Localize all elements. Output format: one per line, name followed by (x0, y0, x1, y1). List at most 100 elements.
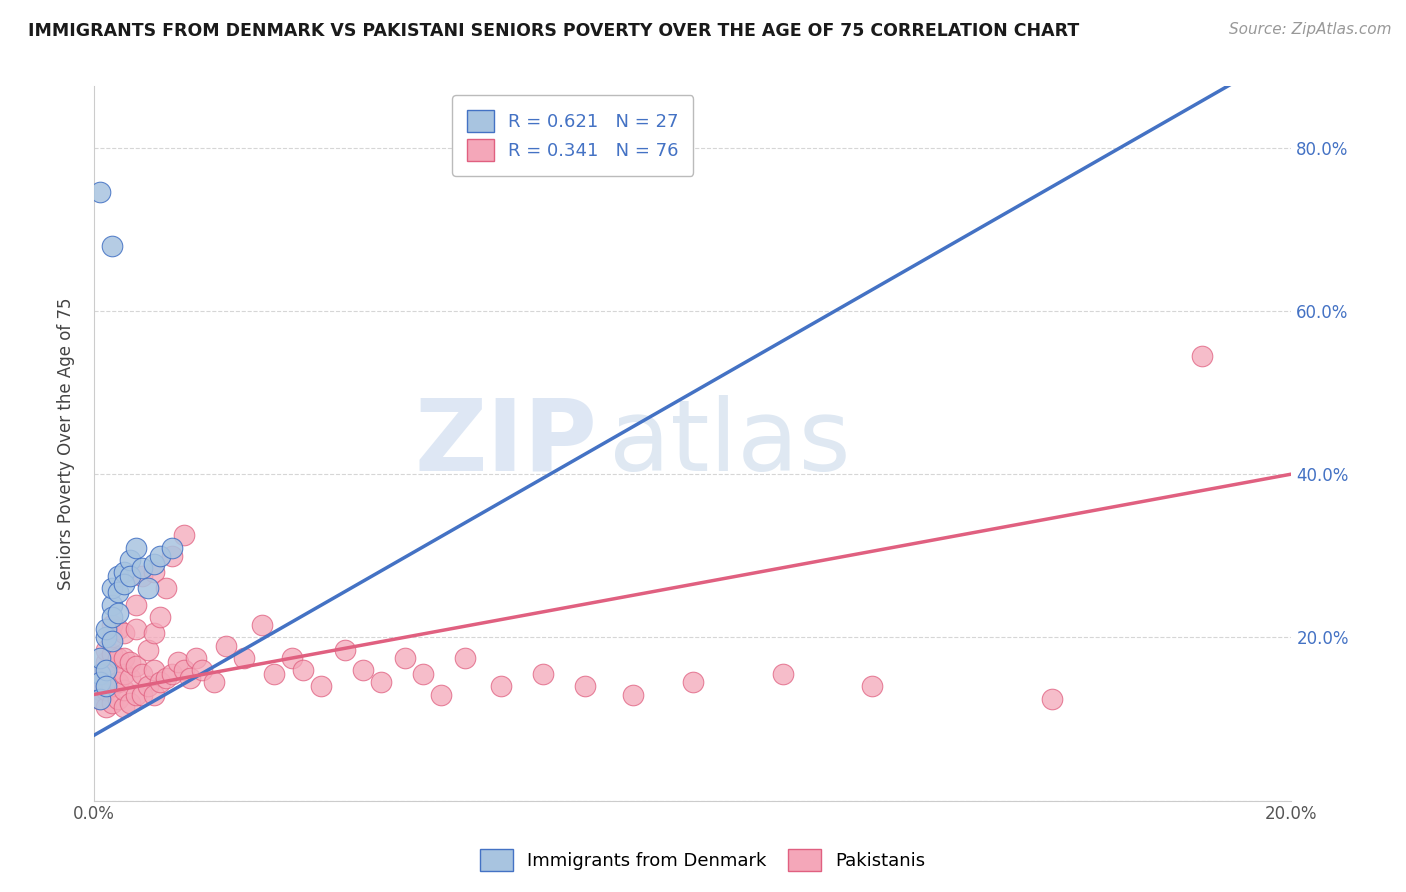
Text: ZIP: ZIP (413, 395, 598, 492)
Point (94, 699, 117, 714)
Point (214, 639, 236, 653)
Point (94, 667, 117, 681)
Legend: R = 0.621   N = 27, R = 0.341   N = 76: R = 0.621 N = 27, R = 0.341 N = 76 (453, 95, 693, 176)
Point (574, 679, 596, 693)
Point (142, 557, 165, 571)
Point (107, 650, 129, 665)
Point (101, 631, 124, 645)
Point (107, 622, 129, 636)
Point (107, 606, 129, 620)
Point (125, 688, 148, 702)
Point (89, 650, 111, 665)
Point (94, 642, 117, 657)
Point (112, 699, 135, 714)
Point (173, 528, 195, 542)
Point (1040, 691, 1063, 706)
Point (772, 667, 794, 681)
Point (311, 679, 333, 693)
Point (621, 688, 644, 702)
Point (131, 688, 153, 702)
Point (101, 679, 124, 693)
Point (89, 683, 111, 698)
Point (142, 663, 165, 677)
Y-axis label: Seniors Poverty Over the Age of 75: Seniors Poverty Over the Age of 75 (58, 297, 75, 590)
Point (136, 679, 159, 693)
Text: atlas: atlas (609, 395, 851, 492)
Point (263, 667, 285, 681)
Point (142, 688, 165, 702)
Point (454, 650, 477, 665)
Point (149, 610, 172, 624)
Point (131, 561, 153, 575)
Point (112, 577, 135, 591)
Point (131, 569, 153, 583)
Point (335, 642, 357, 657)
Point (412, 667, 434, 681)
Point (394, 650, 416, 665)
Point (112, 626, 135, 640)
Point (149, 549, 172, 563)
Point (107, 569, 129, 583)
Point (131, 667, 153, 681)
Point (89, 675, 111, 690)
Point (101, 663, 124, 677)
Point (101, 610, 124, 624)
Point (860, 679, 883, 693)
Point (118, 569, 141, 583)
Point (190, 663, 212, 677)
Point (89, 691, 111, 706)
Point (94, 655, 117, 669)
Point (101, 696, 124, 710)
Point (352, 663, 374, 677)
Point (179, 671, 201, 685)
Point (280, 650, 302, 665)
Point (142, 565, 165, 579)
Point (136, 582, 159, 596)
Point (489, 679, 512, 693)
Point (160, 541, 183, 555)
Point (107, 675, 129, 690)
Point (118, 696, 141, 710)
Point (101, 634, 124, 648)
Point (89, 691, 111, 706)
Point (166, 655, 188, 669)
Point (160, 549, 183, 563)
Point (94, 663, 117, 677)
Point (125, 541, 148, 555)
Legend: Immigrants from Denmark, Pakistanis: Immigrants from Denmark, Pakistanis (474, 842, 932, 879)
Text: IMMIGRANTS FROM DENMARK VS PAKISTANI SENIORS POVERTY OVER THE AGE OF 75 CORRELAT: IMMIGRANTS FROM DENMARK VS PAKISTANI SEN… (28, 22, 1080, 40)
Point (101, 598, 124, 612)
Point (136, 642, 159, 657)
Point (89, 675, 111, 690)
Point (125, 622, 148, 636)
Point (94, 622, 117, 636)
Point (101, 618, 124, 632)
Point (89, 667, 111, 681)
Point (107, 691, 129, 706)
Point (112, 650, 135, 665)
Point (101, 647, 124, 661)
Text: Source: ZipAtlas.com: Source: ZipAtlas.com (1229, 22, 1392, 37)
Point (1191, 349, 1213, 363)
Point (89, 186, 111, 200)
Point (173, 663, 195, 677)
Point (125, 659, 148, 673)
Point (531, 667, 554, 681)
Point (101, 582, 124, 596)
Point (89, 667, 111, 681)
Point (112, 667, 135, 681)
Point (112, 683, 135, 698)
Point (101, 238, 124, 252)
Point (112, 565, 135, 579)
Point (682, 675, 704, 690)
Point (142, 626, 165, 640)
Point (232, 650, 254, 665)
Point (370, 675, 392, 690)
Point (202, 675, 225, 690)
Point (94, 631, 117, 645)
Point (184, 650, 207, 665)
Point (118, 671, 141, 685)
Point (430, 688, 453, 702)
Point (160, 667, 183, 681)
Point (94, 683, 117, 698)
